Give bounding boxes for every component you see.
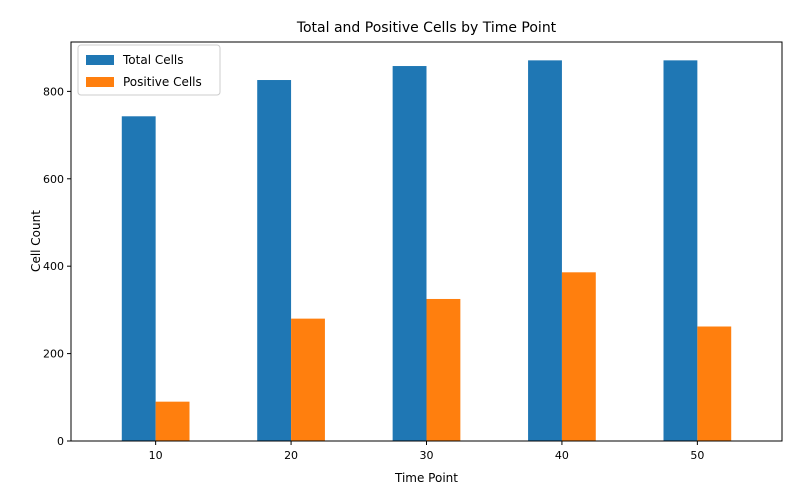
- x-axis: 10 20 30 40 50: [149, 441, 704, 462]
- y-axis: 0 200 400 600 800: [43, 85, 71, 448]
- y-tick-label: 600: [43, 173, 64, 186]
- bar-total-cells-30: [392, 66, 427, 442]
- legend-label: Positive Cells: [123, 75, 202, 89]
- legend-swatch: [86, 77, 114, 87]
- chart-title: Total and Positive Cells by Time Point: [296, 20, 557, 36]
- legend-swatch: [86, 55, 114, 65]
- bar-positive-cells-20: [291, 318, 325, 441]
- y-axis-label: Cell Count: [29, 210, 43, 272]
- x-tick-label: 20: [284, 449, 298, 462]
- bar-total-cells-20: [257, 80, 292, 441]
- x-axis-label: Time Point: [394, 471, 458, 485]
- y-tick-label: 800: [43, 85, 64, 98]
- bar-total-cells-50: [663, 60, 698, 442]
- y-tick-label: 200: [43, 348, 64, 361]
- x-tick-label: 50: [690, 449, 704, 462]
- bar-positive-cells-30: [426, 298, 461, 441]
- bar-total-cells-40: [528, 60, 562, 442]
- x-tick-label: 10: [149, 449, 163, 462]
- bars-group: [121, 60, 732, 442]
- x-tick-label: 40: [555, 449, 569, 462]
- bar-positive-cells-50: [697, 326, 732, 441]
- legend-label: Total Cells: [122, 53, 184, 67]
- bar-positive-cells-10: [155, 401, 190, 441]
- plot-frame: [70, 41, 783, 442]
- legend: Total Cells Positive Cells: [77, 44, 221, 96]
- bar-positive-cells-40: [561, 272, 596, 441]
- y-tick-label: 400: [43, 260, 64, 273]
- y-tick-label: 0: [57, 435, 64, 448]
- x-tick-label: 30: [420, 449, 434, 462]
- bar-total-cells-10: [121, 116, 156, 441]
